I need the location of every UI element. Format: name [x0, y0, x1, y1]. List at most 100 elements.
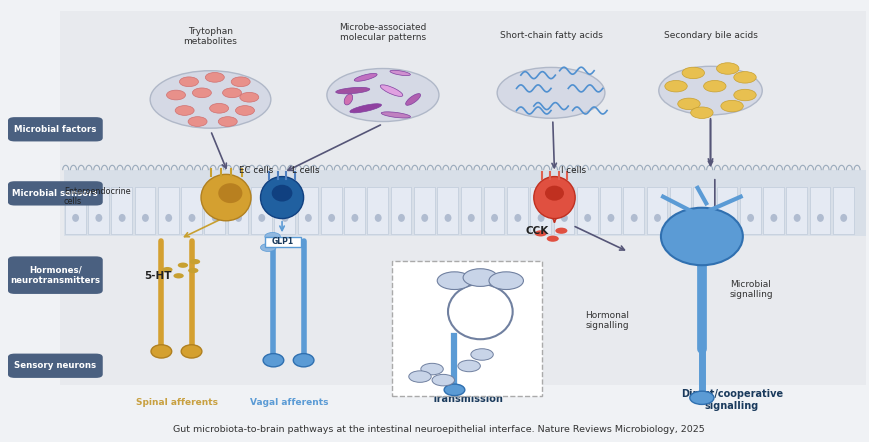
- Circle shape: [470, 349, 493, 360]
- Text: Sensory neurons: Sensory neurons: [14, 361, 96, 370]
- Bar: [367, 187, 388, 234]
- Text: Short-chain fatty acids: Short-chain fatty acids: [499, 31, 601, 40]
- Bar: [321, 187, 342, 234]
- Circle shape: [432, 374, 454, 386]
- Ellipse shape: [770, 214, 776, 222]
- Bar: [64, 187, 85, 234]
- Circle shape: [192, 88, 211, 98]
- Ellipse shape: [258, 214, 265, 222]
- Circle shape: [189, 259, 200, 264]
- Ellipse shape: [544, 186, 563, 201]
- Ellipse shape: [816, 214, 823, 222]
- Ellipse shape: [723, 214, 730, 222]
- Bar: [251, 187, 271, 234]
- Bar: [762, 187, 783, 234]
- Circle shape: [733, 72, 755, 83]
- Text: Microbial factors: Microbial factors: [14, 125, 96, 134]
- Text: Microbial
signalling: Microbial signalling: [728, 280, 772, 299]
- Bar: [344, 187, 364, 234]
- Bar: [576, 187, 597, 234]
- Circle shape: [205, 72, 224, 82]
- Circle shape: [534, 230, 546, 236]
- Bar: [274, 187, 295, 234]
- Bar: [64, 170, 865, 236]
- Ellipse shape: [490, 214, 497, 222]
- Bar: [204, 187, 225, 234]
- Text: Secondary bile acids: Secondary bile acids: [663, 31, 757, 40]
- Circle shape: [231, 77, 250, 87]
- Text: Paracrine: Paracrine: [402, 387, 445, 396]
- Ellipse shape: [405, 94, 420, 105]
- Circle shape: [421, 363, 443, 375]
- Ellipse shape: [380, 85, 402, 96]
- Bar: [809, 187, 829, 234]
- Text: L cells: L cells: [292, 166, 320, 175]
- Text: 5-HT: 5-HT: [144, 271, 171, 281]
- Ellipse shape: [201, 174, 251, 221]
- Circle shape: [690, 107, 713, 118]
- Ellipse shape: [218, 183, 242, 203]
- FancyBboxPatch shape: [8, 181, 103, 206]
- Circle shape: [188, 268, 198, 273]
- Text: Gut microbiota-to-brain pathways at the intestinal neuroepithelial interface. Na: Gut microbiota-to-brain pathways at the …: [173, 425, 704, 434]
- Circle shape: [554, 228, 567, 234]
- Bar: [623, 187, 643, 234]
- Text: Hormonal
signalling: Hormonal signalling: [584, 311, 628, 330]
- Bar: [390, 187, 411, 234]
- Circle shape: [716, 63, 738, 74]
- Circle shape: [260, 244, 275, 251]
- Bar: [88, 187, 109, 234]
- Ellipse shape: [150, 71, 270, 128]
- Ellipse shape: [381, 112, 410, 118]
- Bar: [264, 237, 301, 247]
- Text: Synaptic: Synaptic: [503, 325, 540, 334]
- Ellipse shape: [354, 73, 376, 81]
- Bar: [460, 187, 481, 234]
- Ellipse shape: [304, 214, 311, 222]
- Circle shape: [462, 269, 497, 286]
- Ellipse shape: [189, 214, 196, 222]
- Circle shape: [488, 272, 523, 290]
- Bar: [507, 187, 527, 234]
- Ellipse shape: [181, 345, 202, 358]
- Ellipse shape: [142, 214, 149, 222]
- Circle shape: [272, 238, 288, 246]
- Circle shape: [235, 106, 254, 115]
- Ellipse shape: [118, 214, 125, 222]
- Ellipse shape: [746, 214, 753, 222]
- Bar: [646, 187, 667, 234]
- Circle shape: [175, 106, 194, 115]
- Circle shape: [177, 263, 188, 268]
- Ellipse shape: [677, 214, 683, 222]
- Ellipse shape: [537, 214, 544, 222]
- Ellipse shape: [211, 214, 218, 222]
- Ellipse shape: [344, 94, 352, 105]
- Ellipse shape: [514, 214, 521, 222]
- Bar: [716, 187, 736, 234]
- Ellipse shape: [660, 208, 742, 265]
- Text: Microbe-associated
molecular patterns: Microbe-associated molecular patterns: [339, 23, 426, 42]
- Bar: [297, 187, 318, 234]
- Circle shape: [209, 103, 229, 113]
- Ellipse shape: [260, 176, 303, 218]
- Ellipse shape: [793, 214, 799, 222]
- Ellipse shape: [282, 214, 289, 222]
- Ellipse shape: [630, 214, 637, 222]
- Text: Vagal afferents: Vagal afferents: [249, 398, 328, 407]
- Ellipse shape: [444, 214, 451, 222]
- Text: Hormones/
neurotransmitters: Hormones/ neurotransmitters: [10, 266, 100, 285]
- Ellipse shape: [375, 214, 381, 222]
- Bar: [739, 187, 760, 234]
- Circle shape: [733, 89, 755, 101]
- Ellipse shape: [421, 214, 428, 222]
- Circle shape: [664, 80, 687, 92]
- Ellipse shape: [96, 214, 103, 222]
- Circle shape: [546, 236, 558, 242]
- Ellipse shape: [653, 214, 660, 222]
- Circle shape: [720, 100, 742, 112]
- Circle shape: [222, 88, 242, 98]
- Circle shape: [677, 98, 700, 110]
- Ellipse shape: [351, 214, 358, 222]
- Ellipse shape: [689, 391, 713, 404]
- Bar: [60, 11, 865, 385]
